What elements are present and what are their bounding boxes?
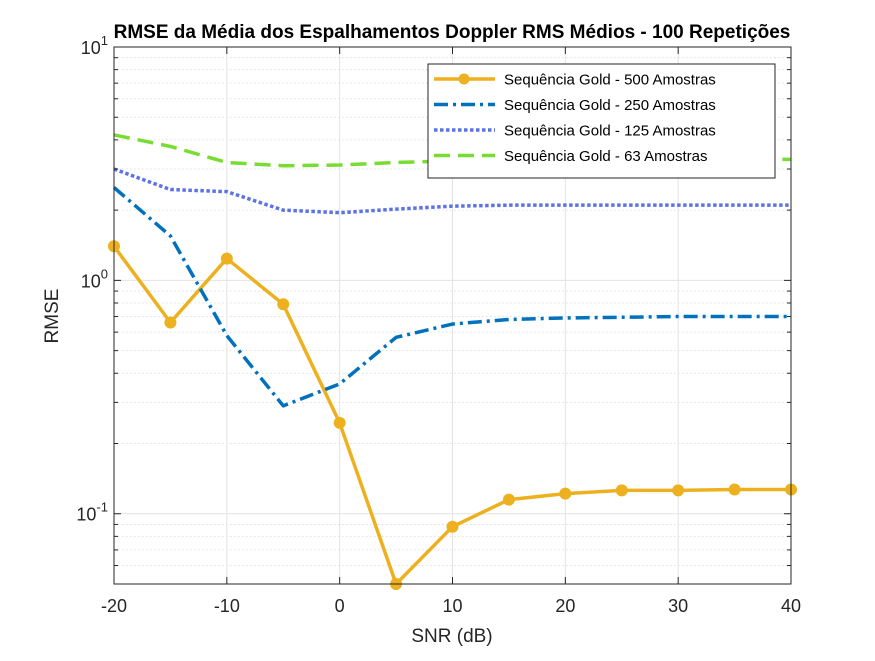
- x-tick-label: 10: [442, 596, 462, 616]
- tick-labels: -20 -10 0 10 20 30 40 101 100 10-1: [76, 33, 801, 616]
- y-tick-label: 10-1: [76, 500, 108, 525]
- data-point: [220, 252, 233, 265]
- series-3: [113, 167, 791, 215]
- y-tick-label: 100: [81, 266, 108, 291]
- x-tick-label: -20: [101, 596, 127, 616]
- legend-box: [427, 63, 776, 179]
- data-point: [277, 298, 290, 311]
- data-point: [615, 484, 628, 497]
- data-point: [672, 484, 685, 497]
- data-point: [333, 416, 346, 429]
- x-tick-label: 40: [781, 596, 801, 616]
- data-point: [164, 316, 177, 329]
- series-1: [108, 240, 797, 590]
- legend-entry: Sequência Gold - 125 Amostras: [434, 123, 716, 140]
- legend-entry: Sequência Gold - 63 Amostras: [434, 148, 707, 165]
- x-tick-label: 30: [668, 596, 688, 616]
- legend: Sequência Gold - 500 Amostras Sequência G…: [427, 63, 776, 179]
- x-tick-label: 20: [555, 596, 575, 616]
- legend-label: Sequência Gold - 63 Amostras: [504, 148, 707, 165]
- chart-title: RMSE da Média dos Espalhamentos Doppler …: [114, 22, 791, 43]
- x-tick-label: -10: [214, 596, 240, 616]
- legend-label: Sequência Gold - 500 Amostras: [504, 72, 716, 89]
- x-axis-label: SNR (dB): [411, 626, 492, 647]
- legend-label: Sequência Gold - 250 Amostras: [504, 97, 716, 114]
- series-line: [112, 186, 791, 408]
- legend-marker: [458, 73, 470, 85]
- legend-label: Sequência Gold - 125 Amostras: [504, 123, 716, 140]
- data-point: [446, 520, 459, 533]
- y-tick-label: 101: [81, 33, 108, 58]
- data-point: [559, 487, 572, 500]
- legend-entry: Sequência Gold - 500 Amostras: [434, 72, 716, 89]
- axes: [113, 46, 792, 585]
- data-point: [502, 493, 515, 506]
- y-axis-label: RMSE: [42, 289, 63, 344]
- legend-entry: Sequência Gold - 250 Amostras: [434, 97, 716, 114]
- series-line: [113, 167, 791, 215]
- series-2: [112, 186, 791, 408]
- x-tick-label: 0: [335, 596, 345, 616]
- data-point: [728, 483, 741, 496]
